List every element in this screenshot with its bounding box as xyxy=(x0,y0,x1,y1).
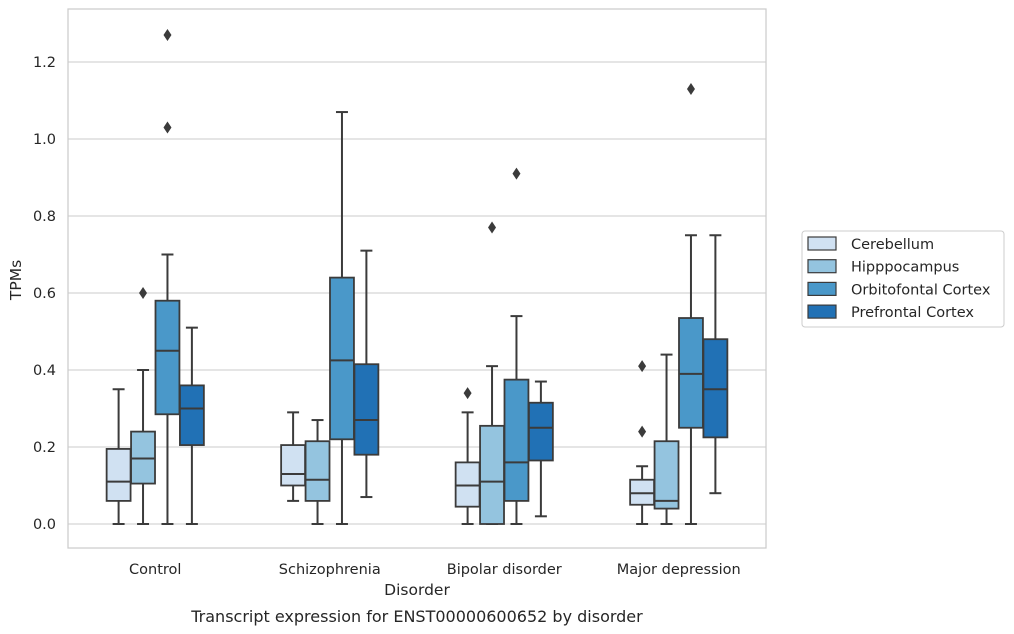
iqr-box xyxy=(154,299,181,416)
iqr-box xyxy=(105,448,132,502)
box-plot xyxy=(280,411,306,502)
box-plot xyxy=(528,380,554,518)
box-plot xyxy=(653,353,680,525)
iqr-box xyxy=(353,363,380,456)
box-plot xyxy=(503,167,530,525)
iqr-box xyxy=(329,276,355,441)
x-tick-label: Schizophrenia xyxy=(279,562,381,578)
iqr-box xyxy=(528,401,554,462)
iqr-box xyxy=(280,444,306,487)
box-plot xyxy=(353,249,380,499)
y-axis-ticks: 0.0 0.2 0.4 0.6 0.8 1.0 1.2 xyxy=(33,55,56,533)
legend-swatch xyxy=(807,259,837,274)
legend-swatch xyxy=(807,304,837,319)
box-plot xyxy=(454,387,481,525)
iqr-box xyxy=(304,440,331,502)
box-plot xyxy=(702,234,729,495)
y-tick-label: 0.6 xyxy=(33,286,56,302)
legend-label: Cerebellum xyxy=(851,237,934,253)
outlier-point xyxy=(488,221,497,234)
x-axis-title: Disorder xyxy=(384,581,450,599)
y-tick-label: 0.8 xyxy=(33,209,56,225)
box-plot xyxy=(678,82,704,525)
legend-label: Prefrontal Cortex xyxy=(851,305,974,321)
x-tick-label: Bipolar disorder xyxy=(447,562,562,578)
outlier-point xyxy=(463,387,472,400)
legend-label: Hipppocampus xyxy=(851,260,959,276)
legend: Cerebellum Hipppocampus Orbitofontal Corte… xyxy=(801,230,1005,328)
box-plot xyxy=(179,326,205,525)
box-plot xyxy=(130,287,156,525)
iqr-box xyxy=(653,440,680,510)
outlier-point xyxy=(638,360,647,373)
x-tick-label: Major depression xyxy=(617,562,741,578)
y-tick-label: 1.2 xyxy=(33,55,56,71)
y-tick-label: 0.4 xyxy=(33,363,56,379)
iqr-box xyxy=(179,384,205,446)
y-tick-label: 0.2 xyxy=(33,440,56,456)
outlier-point xyxy=(638,425,647,438)
legend-swatch xyxy=(807,236,837,251)
y-axis-title: TPMs xyxy=(7,260,25,301)
box-plot xyxy=(105,388,132,525)
box-plot xyxy=(154,29,181,525)
legend-label: Orbitofontal Cortex xyxy=(851,282,991,298)
grid-lines xyxy=(68,61,766,525)
x-tick-label: Control xyxy=(129,562,181,578)
box-plot xyxy=(629,360,655,525)
iqr-box xyxy=(479,424,505,525)
y-tick-label: 1.0 xyxy=(33,132,56,148)
plot-frame xyxy=(67,8,767,549)
outlier-point xyxy=(512,167,521,180)
chart-caption: Transcript expression for ENST0000060065… xyxy=(190,607,643,626)
legend-frame xyxy=(801,230,1005,328)
outlier-point xyxy=(163,121,172,134)
box-plot xyxy=(479,221,505,525)
legend-swatch xyxy=(807,281,837,296)
outlier-point xyxy=(163,29,172,42)
outlier-point xyxy=(686,82,695,95)
x-axis-ticks: Control Schizophrenia Bipolar disorder Majo… xyxy=(129,562,741,578)
box-plot xyxy=(304,419,331,525)
box-plots xyxy=(105,29,729,525)
box-plot xyxy=(329,111,355,525)
y-tick-label: 0.0 xyxy=(33,517,56,533)
iqr-box xyxy=(503,378,530,502)
outlier-point xyxy=(139,287,148,299)
